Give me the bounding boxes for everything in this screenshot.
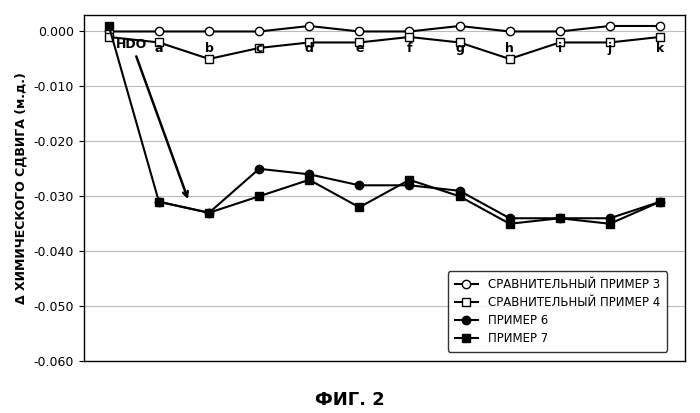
ПРИМЕР 6: [255, 166, 263, 171]
ПРИМЕР 7: [305, 177, 314, 182]
Text: a: a: [155, 43, 163, 55]
СРАВНИТЕЛЬНЫЙ ПРИМЕР 4: [455, 40, 463, 45]
СРАВНИТЕЛЬНЫЙ ПРИМЕР 4: [305, 40, 314, 45]
СРАВНИТЕЛЬНЫЙ ПРИМЕР 3: [656, 24, 664, 28]
СРАВНИТЕЛЬНЫЙ ПРИМЕР 3: [505, 29, 514, 34]
Line: СРАВНИТЕЛЬНЫЙ ПРИМЕР 3: СРАВНИТЕЛЬНЫЙ ПРИМЕР 3: [105, 22, 664, 36]
ПРИМЕР 7: [155, 199, 163, 204]
Line: СРАВНИТЕЛЬНЫЙ ПРИМЕР 4: СРАВНИТЕЛЬНЫЙ ПРИМЕР 4: [105, 33, 664, 63]
Text: i: i: [558, 43, 562, 55]
СРАВНИТЕЛЬНЫЙ ПРИМЕР 3: [104, 29, 113, 34]
СРАВНИТЕЛЬНЫЙ ПРИМЕР 4: [656, 35, 664, 40]
СРАВНИТЕЛЬНЫЙ ПРИМЕР 4: [104, 35, 113, 40]
Text: ФИГ. 2: ФИГ. 2: [315, 391, 385, 409]
Text: k: k: [656, 43, 664, 55]
СРАВНИТЕЛЬНЫЙ ПРИМЕР 3: [205, 29, 214, 34]
ПРИМЕР 7: [656, 199, 664, 204]
Text: j: j: [608, 43, 612, 55]
ПРИМЕР 7: [556, 216, 564, 221]
ПРИМЕР 6: [656, 199, 664, 204]
ПРИМЕР 6: [505, 216, 514, 221]
ПРИМЕР 7: [255, 194, 263, 199]
ПРИМЕР 7: [505, 221, 514, 226]
ПРИМЕР 6: [205, 210, 214, 215]
Text: c: c: [256, 43, 262, 55]
ПРИМЕР 6: [455, 188, 463, 193]
СРАВНИТЕЛЬНЫЙ ПРИМЕР 4: [155, 40, 163, 45]
Line: ПРИМЕР 6: ПРИМЕР 6: [155, 165, 664, 223]
ПРИМЕР 6: [556, 216, 564, 221]
СРАВНИТЕЛЬНЫЙ ПРИМЕР 3: [355, 29, 363, 34]
СРАВНИТЕЛЬНЫЙ ПРИМЕР 4: [405, 35, 414, 40]
СРАВНИТЕЛЬНЫЙ ПРИМЕР 3: [255, 29, 263, 34]
СРАВНИТЕЛЬНЫЙ ПРИМЕР 4: [255, 45, 263, 50]
ПРИМЕР 7: [455, 194, 463, 199]
СРАВНИТЕЛЬНЫЙ ПРИМЕР 3: [606, 24, 614, 28]
Text: h: h: [505, 43, 514, 55]
СРАВНИТЕЛЬНЫЙ ПРИМЕР 3: [305, 24, 314, 28]
ПРИМЕР 7: [104, 24, 113, 28]
СРАВНИТЕЛЬНЫЙ ПРИМЕР 4: [205, 57, 214, 62]
Text: g: g: [455, 43, 464, 55]
ПРИМЕР 7: [205, 210, 214, 215]
СРАВНИТЕЛЬНЫЙ ПРИМЕР 4: [606, 40, 614, 45]
СРАВНИТЕЛЬНЫЙ ПРИМЕР 3: [405, 29, 414, 34]
ПРИМЕР 7: [405, 177, 414, 182]
СРАВНИТЕЛЬНЫЙ ПРИМЕР 3: [556, 29, 564, 34]
ПРИМЕР 7: [606, 221, 614, 226]
ПРИМЕР 6: [606, 216, 614, 221]
Line: ПРИМЕР 7: ПРИМЕР 7: [105, 22, 664, 228]
ПРИМЕР 6: [155, 199, 163, 204]
Text: HDO: HDO: [116, 38, 188, 197]
Text: b: b: [204, 43, 214, 55]
Legend: СРАВНИТЕЛЬНЫЙ ПРИМЕР 3, СРАВНИТЕЛЬНЫЙ ПРИМЕР 4, ПРИМЕР 6, ПРИМЕР 7: СРАВНИТЕЛЬНЫЙ ПРИМЕР 3, СРАВНИТЕЛЬНЫЙ ПР…: [447, 271, 667, 352]
СРАВНИТЕЛЬНЫЙ ПРИМЕР 3: [155, 29, 163, 34]
ПРИМЕР 6: [405, 183, 414, 188]
Y-axis label: Δ ХИМИЧЕСКОГО СДВИГА (м.д.): Δ ХИМИЧЕСКОГО СДВИГА (м.д.): [15, 72, 28, 304]
ПРИМЕР 6: [305, 172, 314, 177]
СРАВНИТЕЛЬНЫЙ ПРИМЕР 4: [355, 40, 363, 45]
СРАВНИТЕЛЬНЫЙ ПРИМЕР 3: [455, 24, 463, 28]
Text: f: f: [407, 43, 412, 55]
СРАВНИТЕЛЬНЫЙ ПРИМЕР 4: [556, 40, 564, 45]
Text: d: d: [304, 43, 314, 55]
Text: e: e: [355, 43, 363, 55]
СРАВНИТЕЛЬНЫЙ ПРИМЕР 4: [505, 57, 514, 62]
ПРИМЕР 7: [355, 205, 363, 210]
ПРИМЕР 6: [355, 183, 363, 188]
